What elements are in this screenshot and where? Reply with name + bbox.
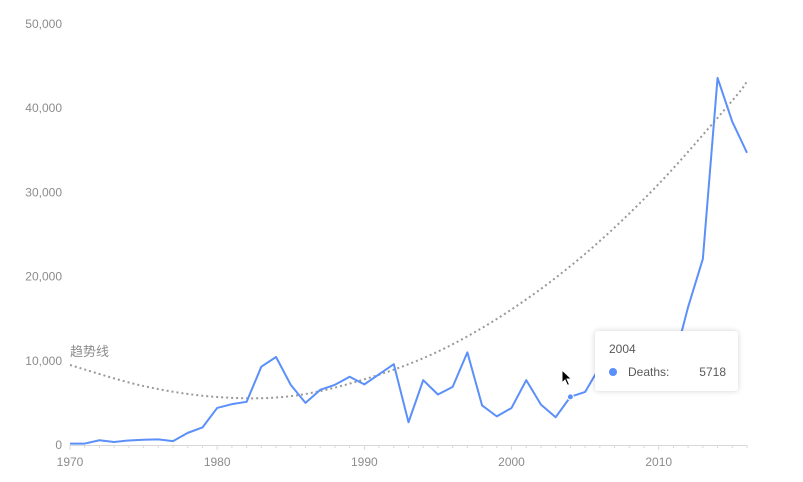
- x-tick-label: 1980: [204, 455, 231, 469]
- x-axis: 1970 1980 1990 2000 2010: [57, 445, 748, 469]
- hovered-data-point[interactable]: [566, 393, 574, 401]
- y-tick-label: 50,000: [25, 17, 62, 31]
- tooltip-value: 5718: [699, 365, 726, 379]
- tooltip-title: 2004: [609, 342, 636, 356]
- x-tick-label: 2010: [645, 455, 672, 469]
- x-tick-label: 2000: [498, 455, 525, 469]
- y-tick-label: 10,000: [25, 354, 62, 368]
- y-tick-label: 0: [55, 438, 62, 452]
- tooltip-series-marker: [609, 368, 617, 376]
- y-tick-label: 40,000: [25, 101, 62, 115]
- trendline: [69, 80, 748, 400]
- x-tick-label: 1990: [351, 455, 378, 469]
- y-tick-label: 30,000: [25, 185, 62, 199]
- trendline-label: 趋势线: [70, 344, 109, 360]
- y-axis: 0 10,000 20,000 30,000 40,000 50,000: [25, 17, 62, 452]
- x-tick-label: 1970: [57, 455, 84, 469]
- tooltip: 2004 Deaths: 5718: [595, 331, 738, 391]
- y-tick-label: 20,000: [25, 270, 62, 284]
- mouse-pointer-icon: [561, 369, 573, 387]
- tooltip-series-name: Deaths:: [628, 365, 670, 379]
